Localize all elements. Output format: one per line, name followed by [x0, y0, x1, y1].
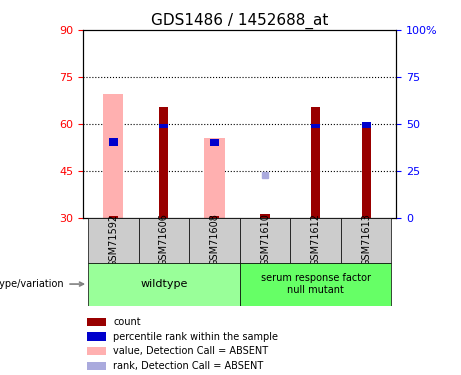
FancyBboxPatch shape	[189, 217, 240, 262]
Text: count: count	[113, 316, 141, 327]
Bar	[87, 318, 106, 326]
Bar	[311, 106, 320, 218]
Bar	[109, 216, 118, 217]
Text: GSM71608: GSM71608	[209, 214, 219, 266]
FancyBboxPatch shape	[290, 217, 341, 262]
Text: serum response factor
null mutant: serum response factor null mutant	[260, 273, 371, 295]
Text: GSM71610: GSM71610	[260, 214, 270, 266]
Text: value, Detection Call = ABSENT: value, Detection Call = ABSENT	[113, 346, 268, 356]
Text: GSM71612: GSM71612	[311, 213, 320, 267]
FancyBboxPatch shape	[88, 217, 139, 262]
Text: GSM71592: GSM71592	[108, 213, 118, 267]
FancyBboxPatch shape	[240, 262, 391, 306]
Bar	[87, 347, 106, 355]
FancyBboxPatch shape	[88, 262, 240, 306]
Bar	[210, 216, 219, 217]
Text: percentile rank within the sample: percentile rank within the sample	[113, 332, 278, 342]
Text: GSM71613: GSM71613	[361, 214, 371, 266]
Bar	[87, 362, 106, 370]
Bar	[204, 138, 225, 218]
Bar	[361, 122, 371, 218]
Bar	[311, 124, 320, 128]
FancyBboxPatch shape	[139, 217, 189, 262]
Text: wildtype: wildtype	[140, 279, 188, 289]
FancyBboxPatch shape	[240, 217, 290, 262]
Bar	[103, 94, 124, 218]
Text: rank, Detection Call = ABSENT: rank, Detection Call = ABSENT	[113, 361, 264, 371]
Bar	[160, 124, 168, 128]
FancyBboxPatch shape	[341, 217, 391, 262]
Bar	[361, 122, 371, 128]
Text: genotype/variation: genotype/variation	[0, 279, 83, 289]
Text: GSM71606: GSM71606	[159, 214, 169, 266]
Bar	[109, 138, 118, 146]
Bar	[260, 214, 270, 217]
Bar	[210, 140, 219, 146]
Bar	[87, 333, 106, 340]
Bar	[160, 106, 168, 218]
Title: GDS1486 / 1452688_at: GDS1486 / 1452688_at	[151, 12, 328, 28]
